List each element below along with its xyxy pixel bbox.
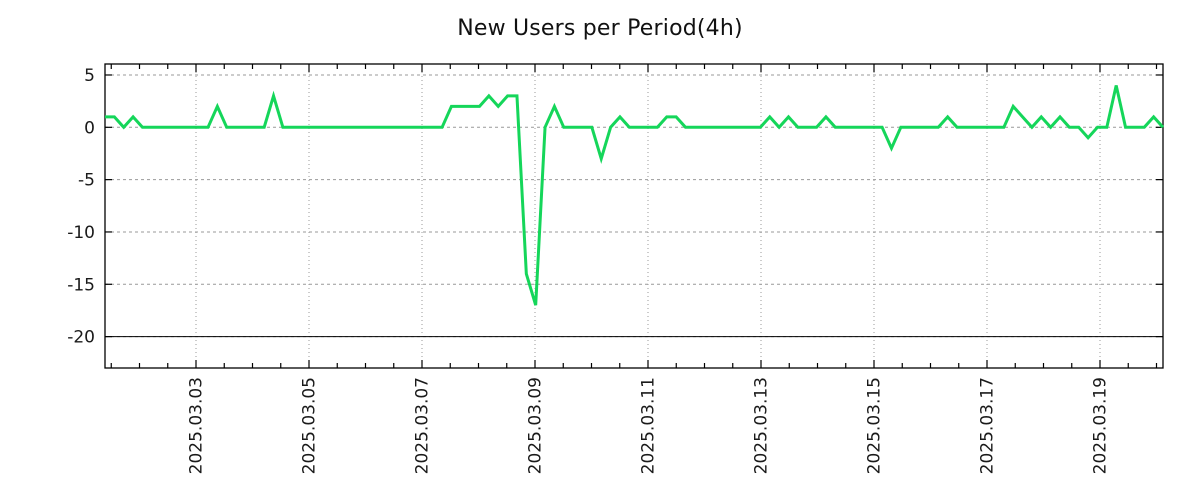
x-tick-label: 2025.03.11 (639, 377, 659, 474)
y-tick-label: -10 (67, 223, 95, 243)
x-tick-label: 2025.03.05 (300, 377, 320, 474)
x-tick-label: 2025.03.09 (526, 377, 546, 474)
y-tick-label: -20 (67, 328, 95, 348)
x-tick-label: 2025.03.07 (413, 377, 433, 474)
x-tick-label: 2025.03.13 (752, 377, 772, 474)
x-tick-label: 2025.03.15 (865, 377, 885, 474)
x-tick-label: 2025.03.19 (1091, 377, 1111, 474)
y-tick-label: 5 (84, 66, 95, 86)
x-tick-label: 2025.03.03 (187, 377, 207, 474)
y-tick-label: -5 (78, 171, 95, 191)
y-tick-label: -15 (67, 275, 95, 295)
series-line (105, 85, 1165, 306)
x-tick-label: 2025.03.17 (978, 377, 998, 474)
chart-title: New Users per Period(4h) (457, 16, 743, 41)
y-tick-label: 0 (84, 118, 95, 138)
plot-frame (104, 63, 1164, 369)
